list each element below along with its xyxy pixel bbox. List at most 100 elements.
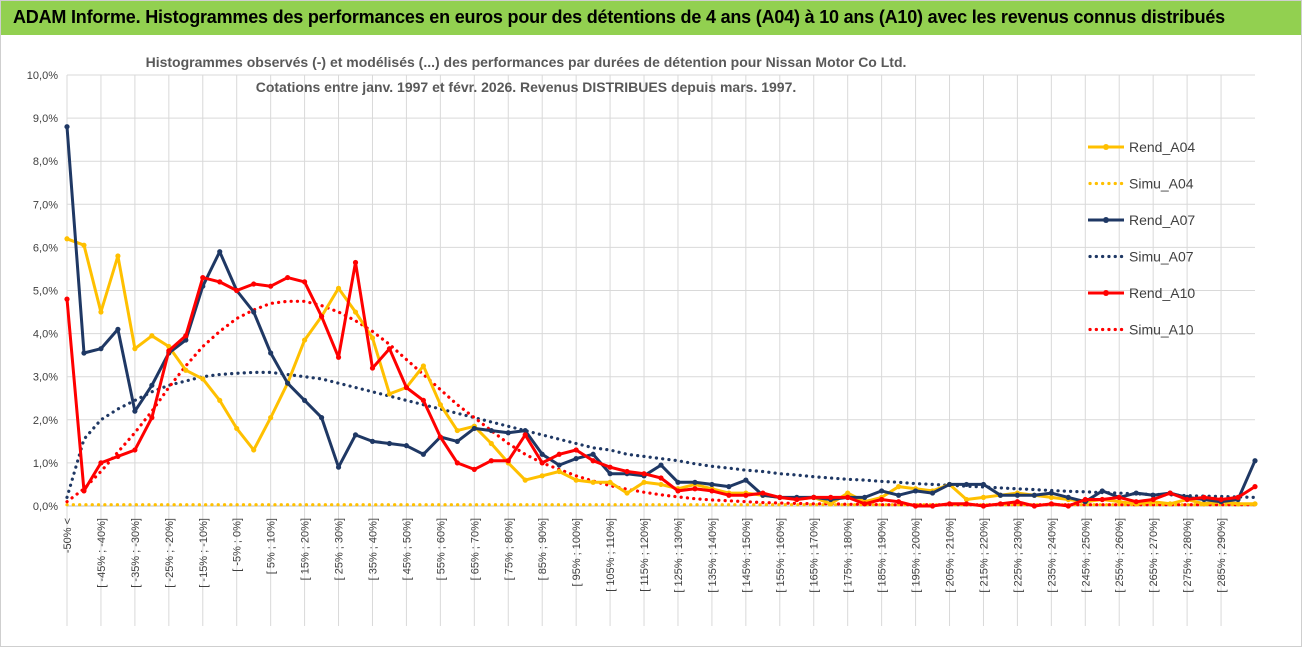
data-point bbox=[386, 346, 393, 352]
data-point bbox=[624, 490, 630, 496]
x-tick-label: [ -25% ; -20%] bbox=[164, 518, 176, 588]
data-point bbox=[556, 468, 562, 475]
y-tick-label: 9,0% bbox=[33, 113, 58, 125]
x-tick-label: [ 15% ; 20%] bbox=[300, 518, 312, 580]
data-point bbox=[132, 408, 138, 414]
data-point bbox=[488, 458, 494, 464]
data-point bbox=[946, 481, 953, 488]
report-title: ADAM Informe. Histogrammes des performan… bbox=[13, 7, 1225, 27]
data-point bbox=[98, 460, 104, 466]
data-point bbox=[352, 259, 359, 266]
x-tick-label: [ 215% ; 220%] bbox=[978, 518, 990, 593]
series-rend-a10 bbox=[64, 259, 1258, 509]
data-point bbox=[81, 488, 87, 494]
data-point bbox=[1184, 496, 1190, 503]
data-point bbox=[352, 309, 359, 315]
data-point bbox=[115, 453, 121, 460]
data-point bbox=[437, 434, 443, 440]
data-point bbox=[709, 481, 715, 488]
data-point bbox=[1031, 492, 1037, 498]
data-point bbox=[335, 354, 342, 360]
data-point bbox=[505, 430, 511, 436]
data-point bbox=[268, 415, 274, 421]
data-point bbox=[624, 468, 630, 475]
data-point bbox=[420, 363, 426, 369]
data-point bbox=[794, 496, 800, 503]
data-point bbox=[896, 484, 902, 490]
data-point bbox=[912, 503, 919, 509]
data-point bbox=[488, 440, 494, 447]
data-point bbox=[607, 479, 613, 485]
data-point bbox=[1014, 492, 1021, 498]
data-point bbox=[1150, 496, 1156, 503]
data-point bbox=[64, 236, 70, 242]
data-point bbox=[539, 451, 545, 457]
x-tick-label: [ 185% ; 190%] bbox=[877, 518, 889, 593]
x-tick-label: [ 225% ; 230%] bbox=[1012, 518, 1024, 593]
x-tick-label: [ 55% ; 60%] bbox=[435, 518, 447, 580]
data-point bbox=[1116, 499, 1122, 505]
data-point bbox=[1252, 458, 1258, 464]
data-point bbox=[946, 501, 953, 507]
x-tick-label: -50% < bbox=[62, 518, 74, 553]
data-point bbox=[1201, 494, 1207, 500]
x-tick-label: [ 135% ; 140%] bbox=[707, 518, 719, 593]
y-tick-label: 4,0% bbox=[33, 329, 58, 341]
x-tick-label: [ -35% ; -30%] bbox=[130, 518, 142, 588]
y-tick-label: 0,0% bbox=[33, 501, 58, 513]
data-point bbox=[929, 503, 936, 509]
data-point bbox=[505, 458, 511, 464]
data-point bbox=[641, 471, 647, 477]
data-point bbox=[217, 397, 223, 404]
data-point bbox=[1167, 490, 1173, 496]
x-tick-label: [ 105% ; 110%] bbox=[605, 518, 617, 592]
data-point bbox=[64, 124, 70, 130]
data-point bbox=[149, 333, 155, 339]
data-point bbox=[454, 438, 460, 444]
data-point bbox=[251, 447, 257, 453]
data-point bbox=[997, 492, 1004, 498]
series-simu-a10 bbox=[65, 299, 1257, 507]
data-point bbox=[556, 451, 562, 457]
data-point bbox=[539, 473, 545, 479]
x-tick-label: [ 265% ; 270%] bbox=[1148, 518, 1160, 593]
data-point bbox=[318, 313, 325, 319]
data-point bbox=[81, 242, 87, 248]
data-point bbox=[64, 296, 70, 302]
x-tick-label: [ 5% ; 10%] bbox=[266, 518, 278, 574]
series-line bbox=[65, 299, 1257, 507]
legend-marker bbox=[1103, 290, 1109, 296]
y-tick-label: 7,0% bbox=[33, 199, 58, 211]
x-tick-label: [ 155% ; 160%] bbox=[775, 518, 787, 593]
legend-label: Simu_A10 bbox=[1129, 322, 1194, 338]
data-point bbox=[879, 488, 885, 494]
data-point bbox=[1082, 496, 1088, 503]
data-point bbox=[1133, 499, 1139, 505]
data-point bbox=[115, 253, 121, 259]
data-point bbox=[845, 490, 851, 496]
data-point bbox=[1048, 490, 1054, 496]
legend-item-simu-a10: Simu_A10 bbox=[1088, 322, 1194, 338]
data-point bbox=[318, 415, 325, 421]
data-point bbox=[98, 346, 104, 352]
data-point bbox=[590, 458, 596, 464]
data-point bbox=[1252, 501, 1258, 507]
data-point bbox=[709, 488, 715, 494]
data-point bbox=[302, 279, 308, 285]
legend-item-simu-a07: Simu_A07 bbox=[1088, 249, 1194, 265]
data-point bbox=[132, 346, 138, 352]
data-point bbox=[166, 348, 172, 354]
data-point bbox=[488, 427, 494, 434]
y-tick-label: 10,0% bbox=[27, 70, 58, 82]
legend-item-rend-a07: Rend_A07 bbox=[1088, 212, 1195, 228]
data-point bbox=[1218, 496, 1224, 503]
data-point bbox=[285, 274, 291, 281]
data-point bbox=[980, 503, 987, 509]
x-tick-label: [ -45% ; -40%] bbox=[96, 518, 108, 588]
x-tick-label: [ -5% ; 0%] bbox=[232, 518, 244, 572]
y-tick-label: 2,0% bbox=[33, 415, 58, 427]
x-tick-label: [ 285% ; 290%] bbox=[1216, 518, 1228, 593]
data-point bbox=[1133, 490, 1139, 496]
header-banner: ADAM Informe. Histogrammes des performan… bbox=[1, 1, 1301, 35]
